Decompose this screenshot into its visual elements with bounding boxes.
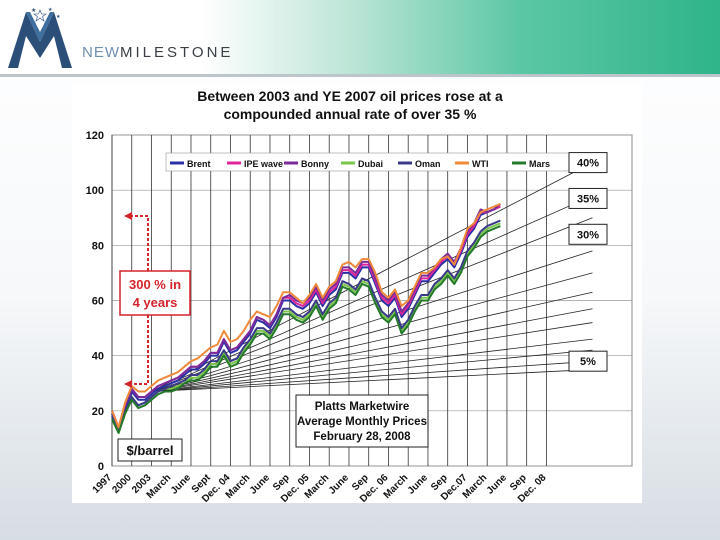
x-tick-label: 2000 xyxy=(110,472,134,496)
increase-arrow-bottom xyxy=(130,315,149,385)
rate-label-box xyxy=(568,187,608,209)
rate-label: 40% xyxy=(577,158,599,170)
y-tick-label: 40 xyxy=(92,351,104,363)
series-line-wti xyxy=(111,203,501,429)
trend-line xyxy=(151,349,593,392)
trend-line xyxy=(151,250,593,392)
rate-label: 30% xyxy=(577,229,599,241)
brand-prefix: NEW xyxy=(82,44,120,61)
trend-line xyxy=(151,369,593,392)
trend-line xyxy=(151,308,593,392)
rate-label: 5% xyxy=(580,356,596,368)
header-banner: ★ ★ ★ NEWMILESTONE xyxy=(0,0,720,74)
legend-label-mars: Mars xyxy=(529,159,550,169)
y-tick-label: 20 xyxy=(92,406,104,418)
svg-text:★: ★ xyxy=(31,7,36,14)
increase-line2: 4 years xyxy=(133,295,178,310)
brand-wordmark: NEWMILESTONE xyxy=(82,44,233,61)
legend-label-bonny: Bonny xyxy=(301,159,329,169)
y-tick-label: 0 xyxy=(98,461,104,473)
rate-label-box xyxy=(568,350,608,372)
svg-text:★: ★ xyxy=(48,7,53,13)
x-tick-label: June xyxy=(327,472,352,497)
legend-label-brent: Brent xyxy=(187,159,211,169)
increase-annotation: 300 % in 4 years xyxy=(119,212,191,388)
ylabel-frame xyxy=(117,438,183,462)
chart-svg: Between 2003 and YE 2007 oil prices rose… xyxy=(86,88,633,505)
legend-label-ipe: IPE wave xyxy=(244,159,283,169)
trend-line xyxy=(151,338,593,392)
chart-title-line1: Between 2003 and YE 2007 oil prices rose… xyxy=(197,88,503,104)
trend-line xyxy=(151,217,593,392)
price-series xyxy=(111,203,501,434)
milestone-logo-icon: ★ ★ ★ xyxy=(8,7,72,68)
y-tick-label: 80 xyxy=(92,240,104,252)
source-line2: Average Monthly Prices xyxy=(297,416,427,428)
trend-line xyxy=(151,322,593,392)
series-line-brent xyxy=(111,203,501,432)
rate-labels: 40% 35% 30% 5% xyxy=(568,152,608,372)
ylabel-box: $/barrel xyxy=(117,438,183,462)
header-divider xyxy=(0,74,720,77)
y-tick-label: 100 xyxy=(86,185,104,197)
increase-arrow-top xyxy=(130,215,149,271)
arrowhead-bottom xyxy=(124,380,132,388)
source-frame xyxy=(295,394,429,448)
trend-line xyxy=(151,272,593,392)
legend-label-oman: Oman xyxy=(415,159,441,169)
chart-title-line2: compounded annual rate of over 35 % xyxy=(224,106,477,122)
x-tick-label: June xyxy=(248,472,273,497)
legend-label-wti: WTI xyxy=(472,159,489,169)
rate-label-box xyxy=(568,152,608,174)
increase-box xyxy=(119,270,191,316)
legend: Brent IPE wave Bonny Dubai Oman WTI Mars xyxy=(165,152,572,172)
series-line-dubai xyxy=(111,222,501,434)
trend-line xyxy=(151,360,593,392)
x-tick-label: June xyxy=(169,472,194,497)
trend-line xyxy=(151,291,593,392)
x-tick-label: 1997 xyxy=(91,472,115,496)
y-tick-label: 60 xyxy=(92,296,104,308)
x-tick-label: June xyxy=(406,472,431,497)
x-tick-label: June xyxy=(485,472,510,497)
rate-label-box xyxy=(568,223,608,245)
rate-label: 35% xyxy=(577,193,599,205)
y-tick-label: 120 xyxy=(86,130,104,142)
svg-text:★: ★ xyxy=(56,14,61,20)
brand-name: MILESTONE xyxy=(120,44,234,61)
oil-price-chart: Between 2003 and YE 2007 oil prices rose… xyxy=(72,83,642,505)
series-line-oman xyxy=(111,219,501,432)
series-line-mars xyxy=(111,225,501,434)
source-line1: Platts Marketwire xyxy=(315,401,410,413)
ylabel: $/barrel xyxy=(127,443,174,458)
increase-line1: 300 % in xyxy=(129,277,181,292)
source-box: Platts Marketwire Average Monthly Prices… xyxy=(295,394,429,448)
legend-label-dubai: Dubai xyxy=(358,159,383,169)
source-line3: February 28, 2008 xyxy=(313,431,411,443)
arrowhead-top xyxy=(124,212,132,220)
